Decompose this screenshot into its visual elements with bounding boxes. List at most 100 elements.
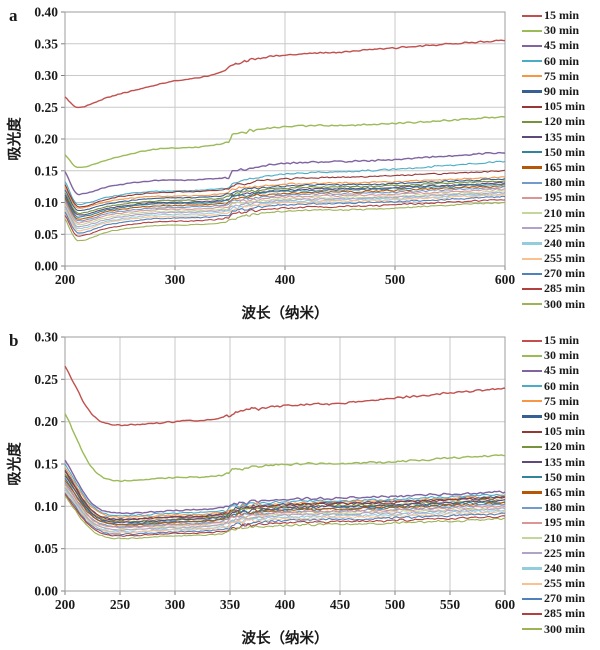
series-line-60-min [64,160,506,206]
legend-label: 165 min [544,159,586,174]
legend-item: 30 min [522,348,600,363]
series-line-90-min [64,469,506,521]
legend-item: 135 min [522,455,600,470]
x-tick-label: 400 [275,272,296,287]
x-tick-label: 200 [55,272,76,287]
legend-line-swatch [522,430,542,433]
legend-item: 90 min [522,409,600,424]
series-line-225-min [64,487,506,532]
legend-line-swatch [522,44,542,48]
y-tick-label: 0.05 [34,541,58,556]
panel-b-label: b [9,331,19,350]
legend-label: 120 min [544,439,586,454]
legend-item: 180 min [522,175,600,190]
legend-label: 15 min [544,8,580,23]
legend-line-swatch [522,354,542,357]
legend-label: 270 min [544,266,586,281]
legend-label: 90 min [544,84,580,99]
legend-label: 195 min [544,515,586,530]
legend-item: 150 min [522,470,600,485]
legend-label: 180 min [544,500,586,515]
legend-line-swatch [522,90,542,93]
legend-item: 240 min [522,236,600,251]
legend-item: 255 min [522,576,600,591]
legend-line-swatch [522,60,542,63]
series-line-180-min [64,482,506,528]
series-line-120-min [64,180,506,215]
legend-line-swatch [522,445,542,448]
legend-item: 210 min [522,205,600,220]
legend-item: 75 min [522,394,600,409]
x-tick-label: 350 [220,597,241,612]
legend-item: 75 min [522,69,600,84]
chart-a-plot: 0.00 0.05 0.10 0.15 0.20 0.25 0.30 0.35 0.40 200 3… [34,5,515,288]
series-line-45-min [64,459,506,515]
y-tick-label: 0.25 [34,100,58,115]
series-line-225-min [64,191,506,228]
legend-item: 45 min [522,363,600,378]
legend-line-swatch [522,29,542,32]
legend-item: 285 min [522,606,600,621]
legend-label: 150 min [544,469,586,484]
x-tick-label: 450 [330,597,351,612]
series-line-165-min [64,185,506,220]
legend-line-swatch [522,257,542,260]
y-tick-label: 0.30 [34,68,58,83]
y-tick-label: 0.00 [34,259,58,274]
series-line-15-min [64,39,506,109]
legend-label: 90 min [544,409,580,424]
legend-item: 225 min [522,546,600,561]
legend-line-swatch [522,612,542,616]
legend-item: 240 min [522,561,600,576]
legend-label: 150 min [544,144,586,159]
series-line-210-min [64,190,506,226]
y-tick-label: 0.25 [34,372,58,387]
legend-item: 105 min [522,99,600,114]
legend-item: 270 min [522,266,600,281]
legend-label: 30 min [544,23,580,38]
series-line-30-min [64,413,506,483]
legend-line-swatch [522,567,542,570]
y-tick-label: 0.40 [34,5,58,20]
legend-line-swatch [522,166,542,169]
legend-item: 255 min [522,251,600,266]
series-line-135-min [64,475,506,524]
panel-b: 0.00 0.05 0.10 0.15 0.20 0.25 0.30 200 250 300 350… [0,325,600,650]
legend-line-swatch [522,536,542,540]
y-tick-label: 0.10 [34,195,58,210]
legend-label: 300 min [544,296,586,311]
series-line-75-min [64,176,506,209]
legend-line-swatch [522,506,542,509]
legend-item: 120 min [522,114,600,129]
legend-line-swatch [522,476,542,479]
legend-item: 165 min [522,485,600,500]
legend-label: 135 min [544,454,586,469]
legend-label: 105 min [544,424,586,439]
legend-label: 285 min [544,281,586,296]
series-line-60-min [64,463,506,517]
legend-line-swatch [522,105,542,108]
y-tick-label: 0.15 [34,457,58,472]
panel-a: 0.00 0.05 0.10 0.15 0.20 0.25 0.30 0.35 0.40 200 3… [7,5,600,323]
legend-item: 300 min [522,622,600,637]
legend-label: 300 min [544,621,586,636]
series-line-30-min [64,115,506,169]
panel-a-label: a [9,6,18,25]
series-line-135-min [64,181,506,216]
legend-label: 75 min [544,68,580,83]
chart-a-y-axis-title: 吸光度 [7,117,24,161]
legend-label: 60 min [544,378,580,393]
legend-item: 15 min [522,8,600,23]
y-tick-label: 0.10 [34,499,58,514]
legend-label: 270 min [544,591,586,606]
chart-a-legend: 15 min 30 min 45 min 60 min 75 min 90 min 105 … [522,8,600,312]
legend-item: 165 min [522,160,600,175]
series-line-105-min [64,169,506,208]
legend-item: 120 min [522,439,600,454]
legend-label: 225 min [544,545,586,560]
legend-label: 285 min [544,606,586,621]
legend-item: 210 min [522,530,600,545]
legend-line-swatch [522,552,542,555]
y-tick-label: 0.30 [34,330,58,345]
legend-line-swatch [522,597,542,600]
